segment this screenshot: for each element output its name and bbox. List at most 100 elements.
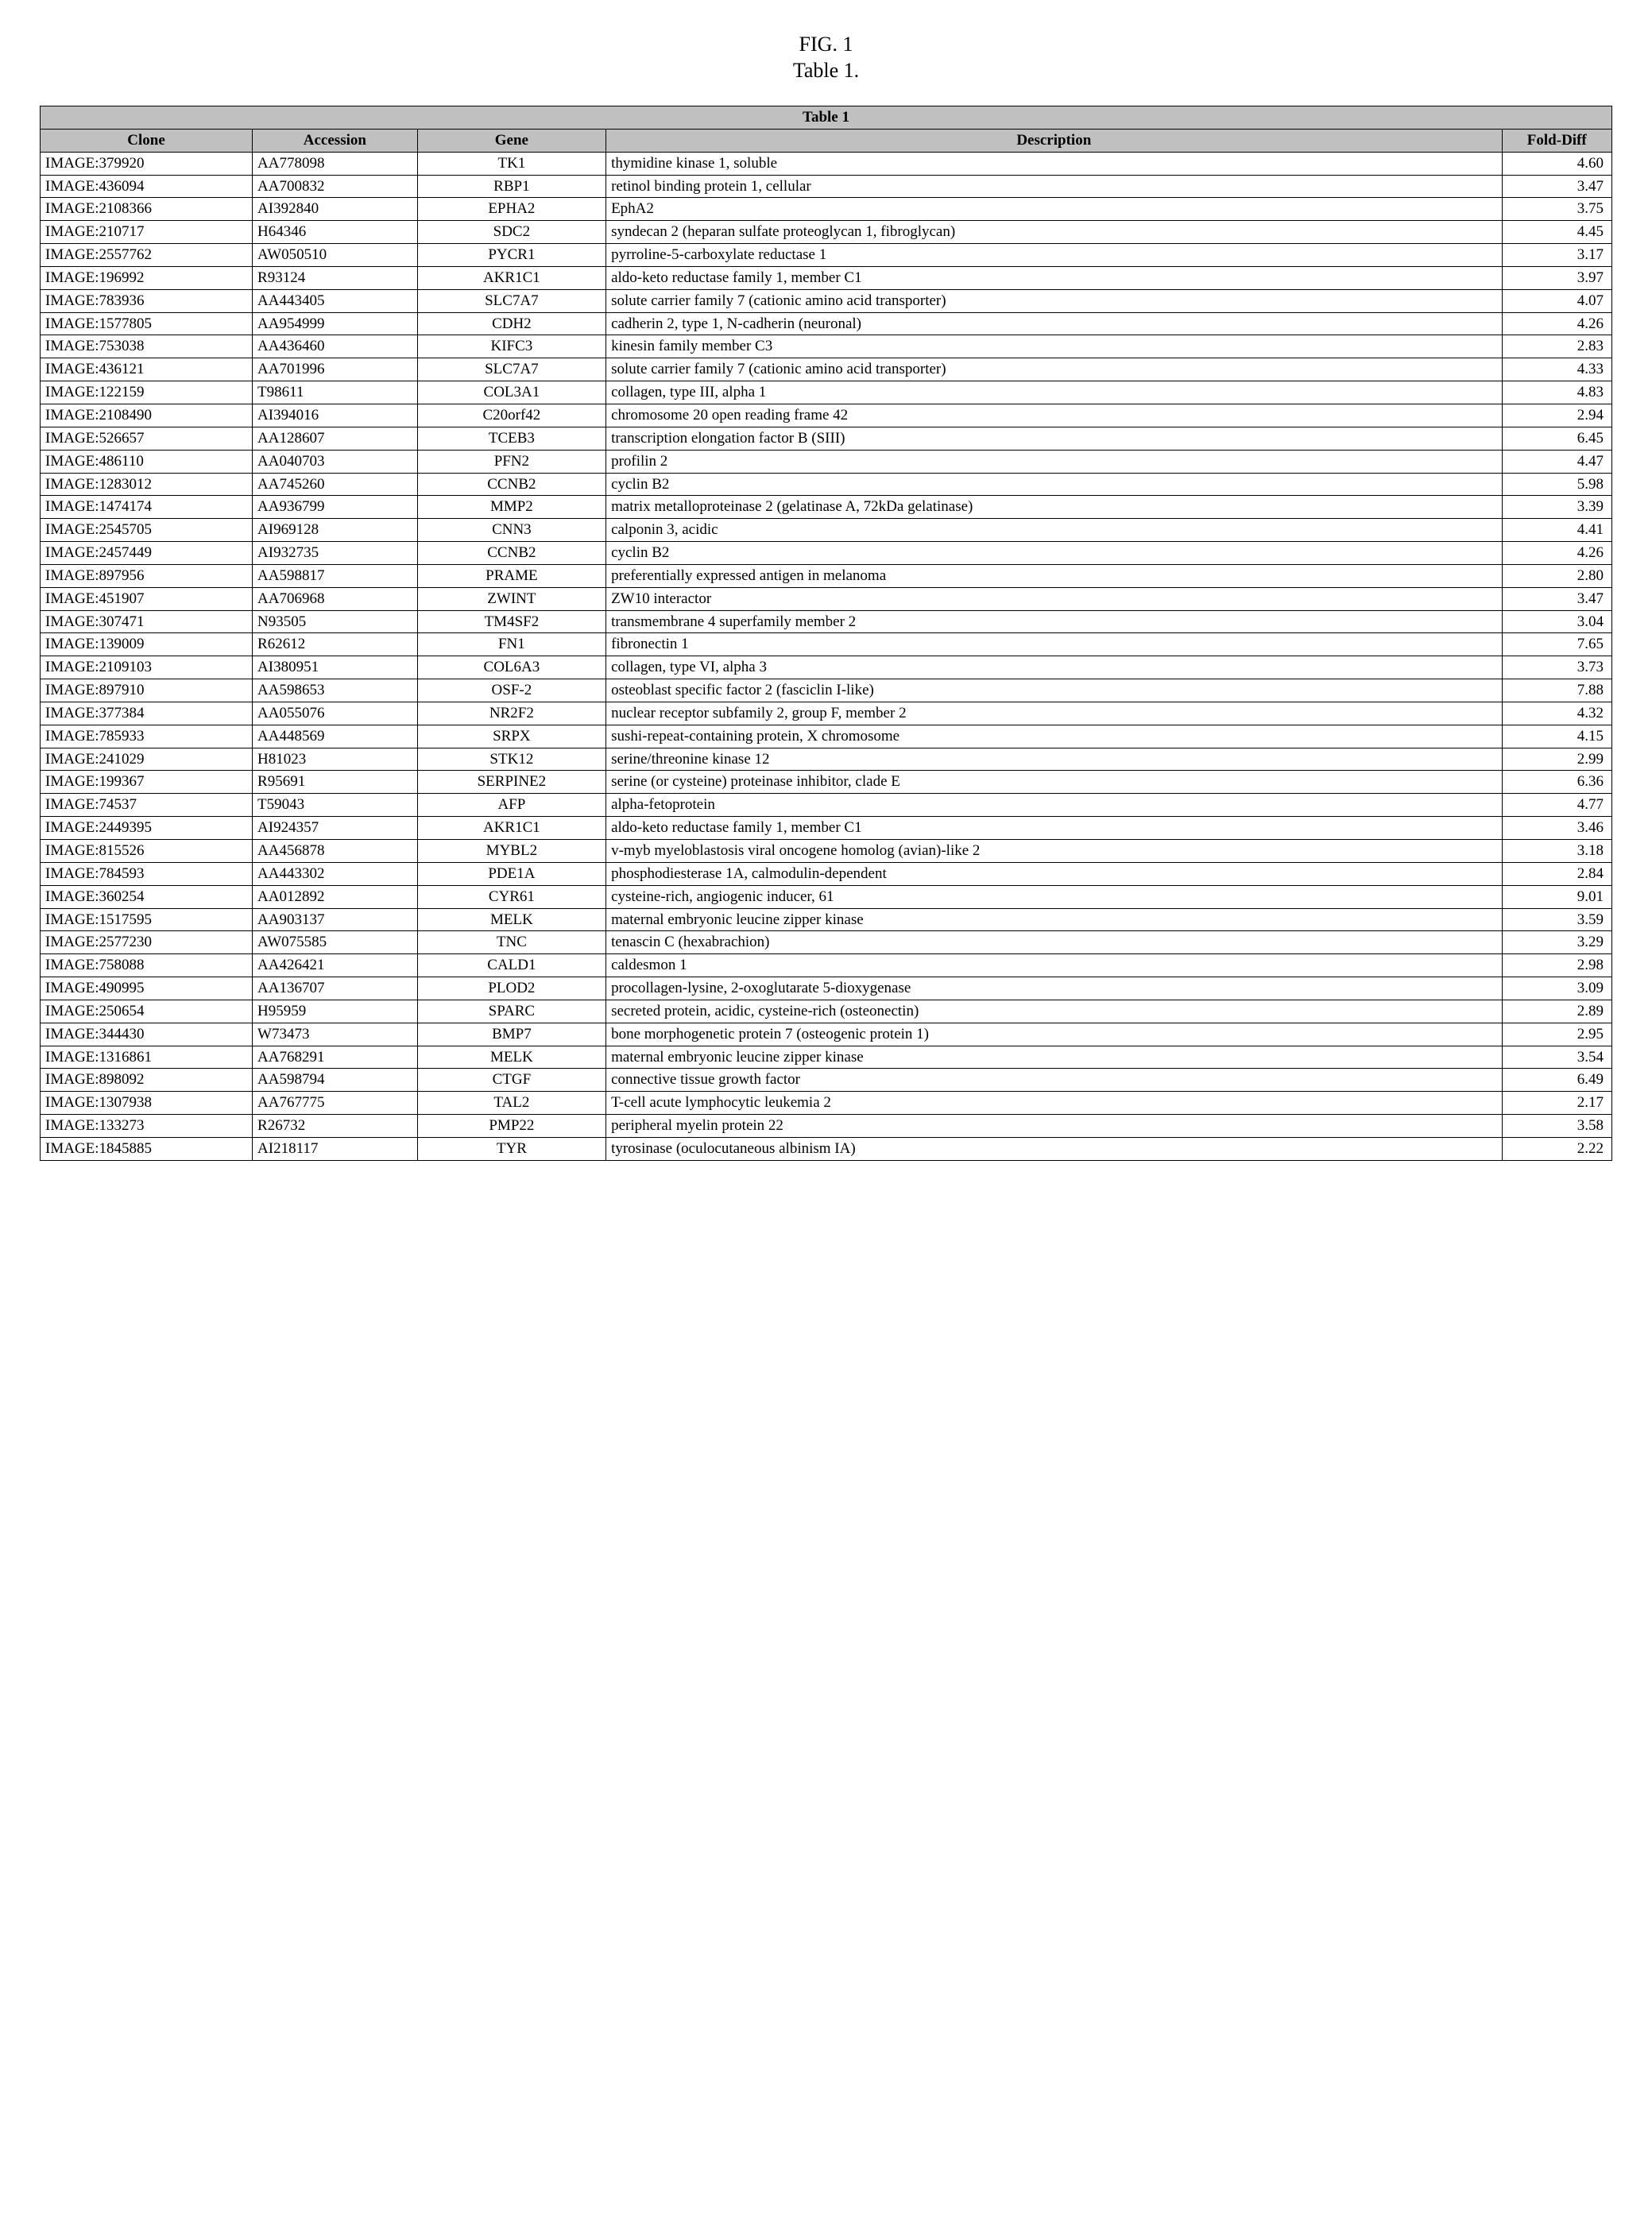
table-row: IMAGE:1283012AA745260CCNB2cyclin B25.98 [41,473,1612,496]
cell-accession: AA448569 [253,725,418,748]
cell-clone: IMAGE:898092 [41,1069,253,1092]
cell-accession: AI394016 [253,404,418,427]
cell-clone: IMAGE:815526 [41,840,253,863]
cell-description: collagen, type VI, alpha 3 [606,656,1502,679]
cell-accession: AA426421 [253,954,418,977]
table-row: IMAGE:344430W73473BMP7bone morphogenetic… [41,1023,1612,1046]
cell-clone: IMAGE:785933 [41,725,253,748]
cell-fold: 3.75 [1502,198,1611,221]
cell-fold: 2.94 [1502,404,1611,427]
cell-clone: IMAGE:784593 [41,862,253,885]
cell-accession: H64346 [253,221,418,244]
cell-gene: TNC [417,931,605,954]
cell-description: alpha-fetoprotein [606,794,1502,817]
cell-description: bone morphogenetic protein 7 (osteogenic… [606,1023,1502,1046]
cell-clone: IMAGE:1845885 [41,1137,253,1160]
figure-label-line2: Table 1. [793,59,859,82]
cell-gene: COL6A3 [417,656,605,679]
cell-gene: CALD1 [417,954,605,977]
cell-fold: 6.45 [1502,427,1611,450]
cell-description: retinol binding protein 1, cellular [606,175,1502,198]
cell-fold: 6.49 [1502,1069,1611,1092]
cell-gene: KIFC3 [417,335,605,358]
cell-fold: 3.18 [1502,840,1611,863]
cell-description: tyrosinase (oculocutaneous albinism IA) [606,1137,1502,1160]
table-title: Table 1 [41,106,1612,130]
cell-fold: 9.01 [1502,885,1611,908]
cell-gene: PMP22 [417,1115,605,1138]
cell-fold: 3.04 [1502,610,1611,633]
cell-clone: IMAGE:2108366 [41,198,253,221]
table-row: IMAGE:1474174AA936799MMP2matrix metallop… [41,496,1612,519]
cell-accession: AA012892 [253,885,418,908]
cell-fold: 4.60 [1502,152,1611,175]
cell-description: maternal embryonic leucine zipper kinase [606,1046,1502,1069]
figure-label-line1: FIG. 1 [799,33,853,56]
table-row: IMAGE:2109103AI380951COL6A3collagen, typ… [41,656,1612,679]
cell-description: solute carrier family 7 (cationic amino … [606,289,1502,312]
table-row: IMAGE:2108366AI392840EPHA2EphA23.75 [41,198,1612,221]
cell-description: preferentially expressed antigen in mela… [606,564,1502,587]
cell-clone: IMAGE:196992 [41,266,253,289]
cell-clone: IMAGE:1577805 [41,312,253,335]
cell-description: serine/threonine kinase 12 [606,748,1502,771]
table-row: IMAGE:436094AA700832RBP1retinol binding … [41,175,1612,198]
cell-accession: AA040703 [253,450,418,473]
cell-gene: STK12 [417,748,605,771]
cell-clone: IMAGE:2457449 [41,542,253,565]
cell-accession: W73473 [253,1023,418,1046]
cell-clone: IMAGE:241029 [41,748,253,771]
table-row: IMAGE:784593AA443302PDE1Aphosphodiestera… [41,862,1612,885]
cell-gene: AKR1C1 [417,817,605,840]
cell-accession: AI969128 [253,519,418,542]
cell-accession: AA443405 [253,289,418,312]
cell-accession: AI932735 [253,542,418,565]
cell-fold: 2.89 [1502,1000,1611,1023]
cell-gene: PFN2 [417,450,605,473]
cell-accession: AA700832 [253,175,418,198]
cell-accession: AA768291 [253,1046,418,1069]
cell-description: aldo-keto reductase family 1, member C1 [606,817,1502,840]
cell-clone: IMAGE:436094 [41,175,253,198]
figure-caption: FIG. 1 Table 1. [40,32,1612,83]
table-row: IMAGE:122159T98611COL3A1collagen, type I… [41,381,1612,404]
gene-table: Table 1 Clone Accession Gene Description… [40,106,1612,1161]
cell-description: peripheral myelin protein 22 [606,1115,1502,1138]
cell-gene: MELK [417,908,605,931]
cell-description: kinesin family member C3 [606,335,1502,358]
cell-gene: TYR [417,1137,605,1160]
table-row: IMAGE:1307938AA767775TAL2T-cell acute ly… [41,1092,1612,1115]
cell-description: profilin 2 [606,450,1502,473]
cell-accession: AA128607 [253,427,418,450]
col-header-accession: Accession [253,129,418,152]
cell-description: phosphodiesterase 1A, calmodulin-depende… [606,862,1502,885]
cell-gene: TM4SF2 [417,610,605,633]
table-row: IMAGE:377384AA055076NR2F2nuclear recepto… [41,702,1612,725]
cell-fold: 2.22 [1502,1137,1611,1160]
cell-clone: IMAGE:377384 [41,702,253,725]
col-header-fold: Fold-Diff [1502,129,1611,152]
cell-fold: 2.80 [1502,564,1611,587]
cell-fold: 4.77 [1502,794,1611,817]
cell-description: nuclear receptor subfamily 2, group F, m… [606,702,1502,725]
cell-fold: 4.41 [1502,519,1611,542]
table-row: IMAGE:360254AA012892CYR61cysteine-rich, … [41,885,1612,908]
cell-clone: IMAGE:2108490 [41,404,253,427]
cell-clone: IMAGE:758088 [41,954,253,977]
cell-description: syndecan 2 (heparan sulfate proteoglycan… [606,221,1502,244]
cell-description: ZW10 interactor [606,587,1502,610]
cell-description: T-cell acute lymphocytic leukemia 2 [606,1092,1502,1115]
cell-gene: MELK [417,1046,605,1069]
cell-gene: CCNB2 [417,473,605,496]
cell-clone: IMAGE:1307938 [41,1092,253,1115]
cell-fold: 4.33 [1502,358,1611,381]
cell-fold: 4.45 [1502,221,1611,244]
cell-gene: MYBL2 [417,840,605,863]
cell-accession: AA443302 [253,862,418,885]
cell-gene: AKR1C1 [417,266,605,289]
cell-clone: IMAGE:897910 [41,679,253,702]
cell-accession: AI380951 [253,656,418,679]
cell-fold: 7.65 [1502,633,1611,656]
cell-clone: IMAGE:74537 [41,794,253,817]
cell-fold: 4.83 [1502,381,1611,404]
